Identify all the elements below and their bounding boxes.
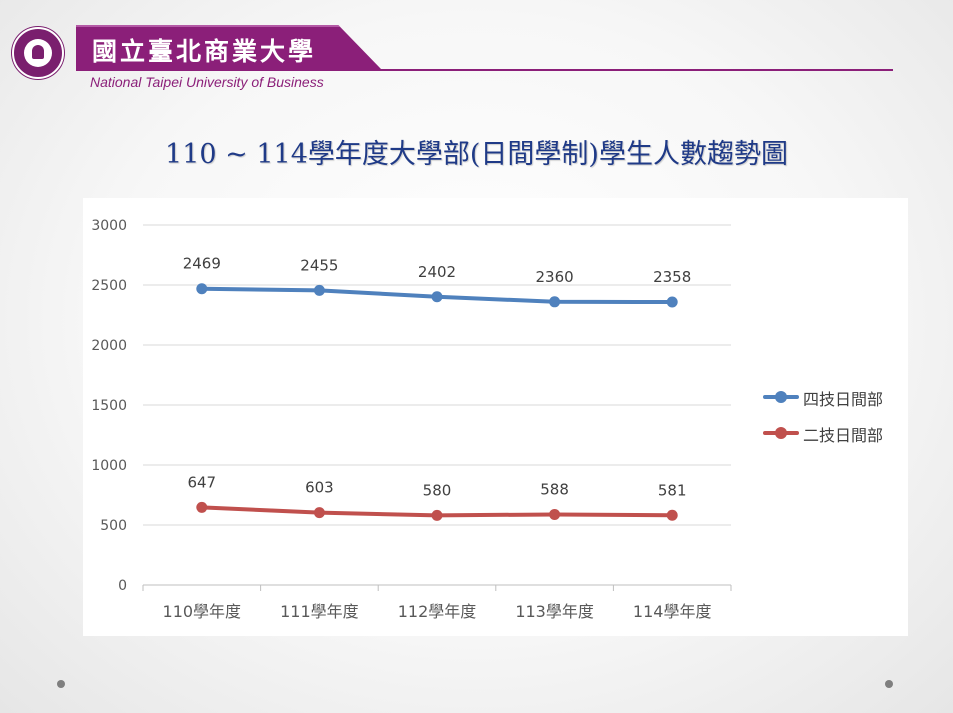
data-point	[431, 509, 443, 521]
x-tick-label: 112學年度	[398, 602, 477, 621]
data-point	[549, 296, 561, 308]
data-point	[196, 283, 208, 295]
y-tick-label: 3000	[91, 218, 127, 234]
data-label: 2402	[418, 263, 456, 281]
data-point	[313, 284, 325, 296]
data-point	[549, 508, 561, 520]
university-logo	[12, 27, 64, 79]
university-name-en: National Taipei University of Business	[90, 74, 324, 90]
line-chart: 0 500 1000 1500 2000 2500 3000 110學年度 111學年度 112學…	[91, 218, 732, 621]
data-point	[431, 291, 443, 303]
data-point	[313, 507, 325, 519]
y-tick-label: 0	[118, 578, 127, 594]
slide-nav-dot-left[interactable]	[57, 680, 65, 688]
y-tick-label: 2000	[91, 338, 127, 354]
data-point	[196, 501, 208, 513]
x-tick-label: 110學年度	[163, 602, 242, 621]
legend-swatch-four-year-icon	[763, 391, 799, 403]
university-name-zh: 國立臺北商業大學	[92, 37, 317, 66]
data-label: 2469	[183, 255, 221, 273]
data-label: 647	[187, 473, 216, 491]
data-label: 2358	[653, 268, 691, 286]
slide-title: 110 ~ 114學年度大學部(日間學制)學生人數趨勢圖	[165, 139, 788, 170]
data-label: 581	[658, 481, 687, 499]
chart-area: 0 500 1000 1500 2000 2500 3000 110學年度 111學年度 112學…	[83, 198, 908, 636]
slide-nav-dot-right[interactable]	[885, 680, 893, 688]
y-tick-label: 1000	[91, 458, 127, 474]
data-point	[666, 296, 678, 308]
data-label: 603	[305, 479, 334, 497]
legend-label-two-year: 二技日間部	[803, 426, 884, 445]
data-label: 580	[423, 481, 452, 499]
y-tick-label: 500	[100, 518, 127, 534]
data-label: 588	[540, 480, 569, 498]
x-tick-label: 111學年度	[280, 602, 359, 621]
data-label: 2455	[300, 256, 338, 274]
legend-swatch-two-year-icon	[763, 427, 799, 439]
data-point	[666, 509, 678, 521]
header-banner: 國立臺北商業大學	[76, 25, 381, 69]
legend-label-four-year: 四技日間部	[803, 390, 884, 409]
y-tick-label: 1500	[91, 398, 127, 414]
x-tick-label: 114學年度	[633, 602, 712, 621]
logo-emblem-icon	[24, 39, 52, 67]
data-label: 2360	[536, 268, 574, 286]
header-rule	[76, 69, 893, 71]
y-tick-label: 2500	[91, 278, 127, 294]
x-tick-label: 113學年度	[515, 602, 594, 621]
